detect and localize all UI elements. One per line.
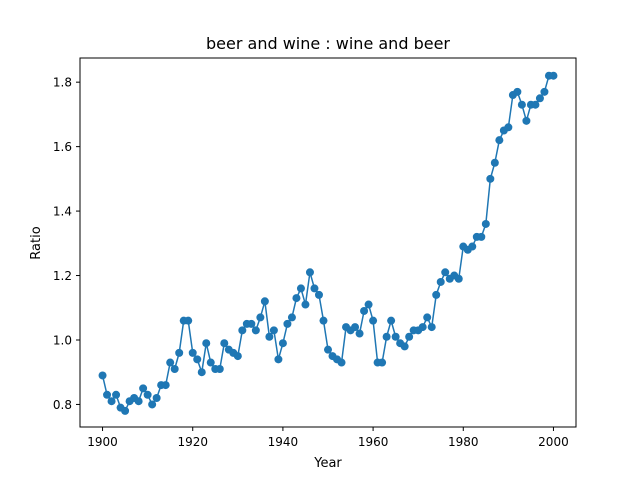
data-point xyxy=(103,390,112,399)
data-point xyxy=(405,332,414,341)
data-point xyxy=(278,339,287,348)
data-point xyxy=(274,355,283,364)
data-point xyxy=(436,277,445,286)
x-tick-label: 1980 xyxy=(448,435,479,449)
data-point xyxy=(301,300,310,309)
axes-frame xyxy=(79,57,577,428)
data-point xyxy=(184,316,193,325)
x-tick-label: 1960 xyxy=(358,435,389,449)
data-point xyxy=(107,397,116,406)
x-tick-label: 1900 xyxy=(87,435,118,449)
data-point xyxy=(314,290,323,299)
data-point xyxy=(364,300,373,309)
x-tick-label: 1920 xyxy=(177,435,208,449)
data-point xyxy=(98,371,107,380)
data-point xyxy=(175,348,184,357)
data-point xyxy=(319,316,328,325)
data-point xyxy=(454,274,463,283)
data-point xyxy=(193,355,202,364)
data-point xyxy=(269,326,278,335)
data-point xyxy=(220,339,229,348)
data-point xyxy=(517,100,526,109)
data-point xyxy=(305,268,314,277)
data-point xyxy=(202,339,211,348)
data-point xyxy=(170,364,179,373)
data-point xyxy=(387,316,396,325)
data-point xyxy=(427,323,436,332)
y-tick-label: 0.8 xyxy=(53,398,72,412)
data-point xyxy=(355,329,364,338)
data-point xyxy=(513,87,522,96)
y-tick-label: 1.4 xyxy=(53,205,72,219)
y-tick-label: 1.0 xyxy=(53,333,72,347)
data-point xyxy=(148,400,157,409)
data-point xyxy=(247,319,256,328)
y-axis: 0.8 1.0 1.2 1.4 1.6 1.8 xyxy=(53,76,80,412)
x-axis-label: Year xyxy=(313,456,342,471)
data-point xyxy=(535,94,544,103)
data-point xyxy=(287,313,296,322)
data-point xyxy=(197,368,206,377)
data-point xyxy=(351,323,360,332)
data-point xyxy=(139,384,148,393)
data-point xyxy=(441,268,450,277)
x-tick-label: 1940 xyxy=(268,435,299,449)
data-point xyxy=(522,116,531,125)
data-point xyxy=(283,319,292,328)
data-point xyxy=(486,174,495,183)
data-point xyxy=(233,352,242,361)
plot-area xyxy=(98,71,558,415)
data-point xyxy=(251,326,260,335)
data-point xyxy=(143,390,152,399)
data-point xyxy=(490,158,499,167)
y-tick-label: 1.6 xyxy=(53,140,72,154)
data-point xyxy=(324,345,332,354)
data-point xyxy=(134,397,143,406)
data-point xyxy=(360,306,369,315)
data-point xyxy=(337,358,346,367)
x-tick-label: 2000 xyxy=(538,435,569,449)
data-point xyxy=(531,100,540,109)
data-point xyxy=(206,358,215,367)
data-point xyxy=(188,348,197,357)
data-point xyxy=(121,406,130,415)
data-point xyxy=(378,358,387,367)
data-point xyxy=(296,284,305,293)
data-point xyxy=(238,326,247,335)
data-point xyxy=(432,290,441,299)
data-point xyxy=(382,332,391,341)
data-point xyxy=(310,284,319,293)
data-point xyxy=(468,242,477,251)
y-tick-label: 1.2 xyxy=(53,269,72,283)
data-point xyxy=(292,294,301,303)
data-point xyxy=(161,381,170,390)
chart-title: beer and wine : wine and beer xyxy=(206,34,450,53)
data-point xyxy=(477,232,486,241)
y-axis-label: Ratio xyxy=(29,226,44,259)
data-point xyxy=(265,332,274,341)
data-point xyxy=(166,358,175,367)
data-point xyxy=(423,313,432,322)
data-point xyxy=(400,342,409,351)
data-point xyxy=(549,71,558,80)
data-point xyxy=(418,323,427,332)
data-point xyxy=(369,316,378,325)
data-point xyxy=(540,87,549,96)
data-point xyxy=(256,313,265,322)
y-tick-label: 1.8 xyxy=(53,76,72,90)
data-point xyxy=(391,332,400,341)
data-point xyxy=(260,297,269,306)
data-point xyxy=(481,219,490,228)
data-point xyxy=(112,390,121,399)
data-point xyxy=(495,136,504,145)
data-point xyxy=(504,123,513,132)
data-point xyxy=(215,364,224,373)
data-point xyxy=(152,394,161,402)
x-axis: 1900 1920 1940 1960 1980 2000 xyxy=(87,427,569,449)
